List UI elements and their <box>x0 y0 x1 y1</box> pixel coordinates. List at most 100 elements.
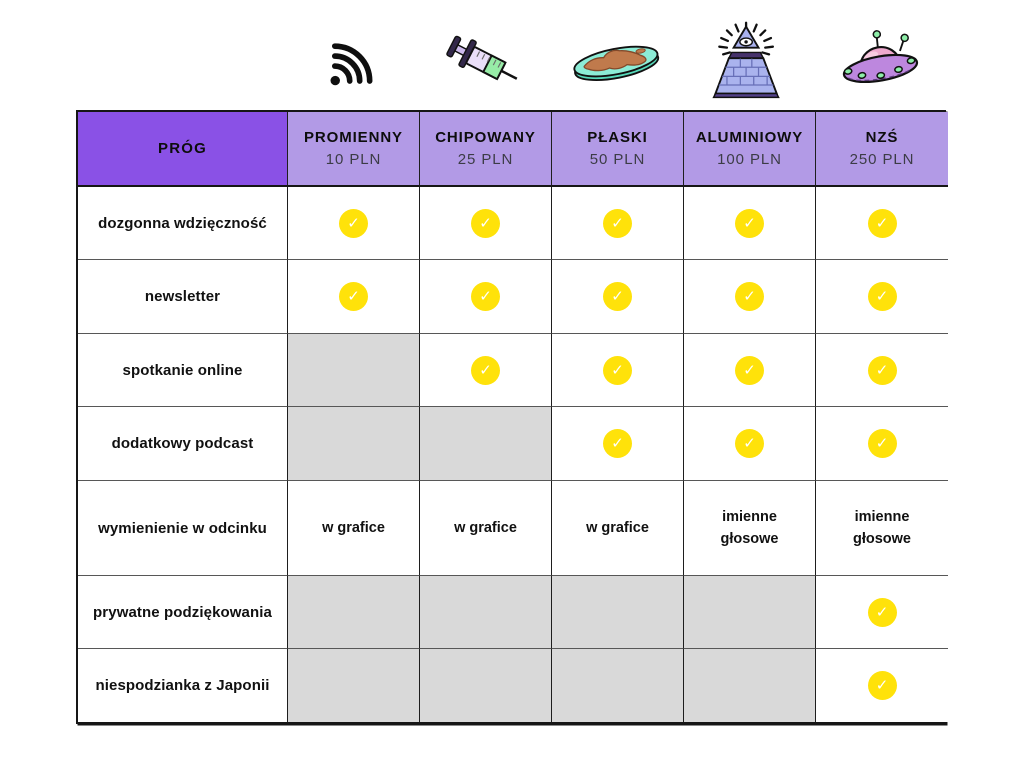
benefit-cell-included: ✓ <box>816 407 948 481</box>
tier-price: 50 PLN <box>589 150 646 168</box>
pricing-table: PRÓG PROMIENNY 10 PLN CHIPOWANY 25 PLN PŁASKI… <box>76 110 948 724</box>
check-icon: ✓ <box>735 355 764 385</box>
tier-name: ALUMINIOWY <box>695 128 804 146</box>
benefit-text: imienne głosowe <box>720 508 779 547</box>
benefit-cell-included: ✓ <box>420 334 552 407</box>
header-prog: PRÓG <box>78 112 288 187</box>
flat-earth-icon <box>573 45 660 82</box>
benefit-cell-not-included <box>552 576 684 649</box>
header-prog-label: PRÓG <box>158 140 207 157</box>
check-icon: ✓ <box>867 671 897 700</box>
header-tier-aluminiowy: ALUMINIOWY 100 PLN <box>684 112 816 187</box>
check-icon: ✓ <box>603 355 632 385</box>
tier-name: CHIPOWANY <box>435 128 536 146</box>
check-icon: ✓ <box>867 282 897 311</box>
benefit-cell-included: ✓ <box>552 407 684 481</box>
benefit-cell-not-included <box>420 407 552 481</box>
benefit-cell-included: ✓ <box>816 576 948 649</box>
benefit-cell-text: imienne głosowe <box>684 481 816 576</box>
check-icon: ✓ <box>471 355 500 385</box>
benefit-cell-included: ✓ <box>816 334 948 407</box>
benefit-text: w grafice <box>454 519 517 536</box>
tier-icon-cell-nzs <box>814 16 946 108</box>
row-label-text: newsletter <box>144 288 221 305</box>
benefit-cell-text: w grafice <box>552 481 684 576</box>
row-label-spotkanie-online: spotkanie online <box>78 334 288 407</box>
tier-icon-cell-plaski <box>550 16 682 108</box>
check-icon: ✓ <box>603 429 632 458</box>
benefit-cell-not-included <box>684 576 816 649</box>
benefit-cell-included: ✓ <box>684 260 816 334</box>
tier-name: NZŚ <box>865 128 899 146</box>
row-label-wymienienie-w-odcinku: wymienienie w odcinku <box>78 481 288 576</box>
header-tier-promienny: PROMIENNY 10 PLN <box>288 112 420 187</box>
benefit-cell-included: ✓ <box>420 187 552 260</box>
check-icon: ✓ <box>735 429 764 458</box>
benefit-cell-not-included <box>288 407 420 481</box>
tier-price: 25 PLN <box>457 150 514 168</box>
tier-name: PROMIENNY <box>304 128 403 146</box>
benefit-cell-included: ✓ <box>552 260 684 334</box>
benefit-cell-text: w grafice <box>288 481 420 576</box>
benefit-cell-text: imienne głosowe <box>816 481 948 576</box>
benefit-text: imienne głosowe <box>852 508 911 547</box>
row-label-text: niespodzianka z Japonii <box>95 677 270 694</box>
header-tier-płaski: PŁASKI 50 PLN <box>552 112 684 187</box>
ufo-icon <box>842 30 919 84</box>
check-icon: ✓ <box>867 208 897 238</box>
check-icon: ✓ <box>867 355 897 385</box>
benefit-cell-included: ✓ <box>288 187 420 260</box>
check-icon: ✓ <box>471 208 500 238</box>
tier-price: 250 PLN <box>849 150 915 168</box>
benefit-cell-included: ✓ <box>816 260 948 334</box>
benefit-cell-included: ✓ <box>684 407 816 481</box>
tier-price: 10 PLN <box>325 150 382 168</box>
benefit-cell-included: ✓ <box>816 649 948 722</box>
check-icon: ✓ <box>735 208 764 238</box>
benefit-cell-not-included <box>420 649 552 722</box>
benefit-text: w grafice <box>322 519 385 536</box>
benefit-cell-not-included <box>288 649 420 722</box>
benefit-text: w grafice <box>586 519 649 536</box>
check-icon: ✓ <box>471 282 500 311</box>
tier-name: PŁASKI <box>587 128 648 146</box>
check-icon: ✓ <box>735 282 764 311</box>
row-label-text: dozgonna wdzięczność <box>98 214 267 232</box>
benefit-cell-not-included <box>552 649 684 722</box>
row-label-text: spotkanie online <box>122 361 243 379</box>
benefit-cell-included: ✓ <box>816 187 948 260</box>
header-tier-nzś: NZŚ 250 PLN <box>816 112 948 187</box>
benefit-cell-included: ✓ <box>684 334 816 407</box>
row-label-niespodzianka-z-japonii: niespodzianka z Japonii <box>78 649 288 722</box>
row-label-text: wymienienie w odcinku <box>98 519 267 537</box>
row-label-prywatne-podziękowania: prywatne podziękowania <box>78 576 288 649</box>
syringe-icon <box>446 35 518 81</box>
benefit-cell-included: ✓ <box>684 187 816 260</box>
row-label-text: dodatkowy podcast <box>111 435 254 452</box>
benefit-cell-not-included <box>288 334 420 407</box>
row-label-newsletter: newsletter <box>78 260 288 334</box>
row-label-text: prywatne podziękowania <box>93 603 272 621</box>
illuminati-pyramid-icon <box>712 21 780 99</box>
header-tier-chipowany: CHIPOWANY 25 PLN <box>420 112 552 187</box>
tier-price: 100 PLN <box>717 150 782 168</box>
check-icon: ✓ <box>603 208 632 238</box>
row-label-dozgonna-wdzięczność: dozgonna wdzięczność <box>78 187 288 260</box>
check-icon: ✓ <box>603 282 632 311</box>
benefit-cell-included: ✓ <box>552 187 684 260</box>
tier-icon-cell-chipowany <box>418 16 550 108</box>
benefit-cell-not-included <box>684 649 816 722</box>
benefit-cell-not-included <box>288 576 420 649</box>
wifi-signal-icon <box>330 43 373 86</box>
benefit-cell-included: ✓ <box>420 260 552 334</box>
benefit-cell-not-included <box>420 576 552 649</box>
tier-icons-row <box>286 16 946 108</box>
benefit-cell-text: w grafice <box>420 481 552 576</box>
tier-icon-cell-promienny <box>286 16 418 108</box>
check-icon: ✓ <box>339 282 368 311</box>
tier-icon-cell-aluminiowy <box>682 16 814 108</box>
check-icon: ✓ <box>339 208 368 238</box>
check-icon: ✓ <box>867 597 897 627</box>
benefit-cell-included: ✓ <box>552 334 684 407</box>
